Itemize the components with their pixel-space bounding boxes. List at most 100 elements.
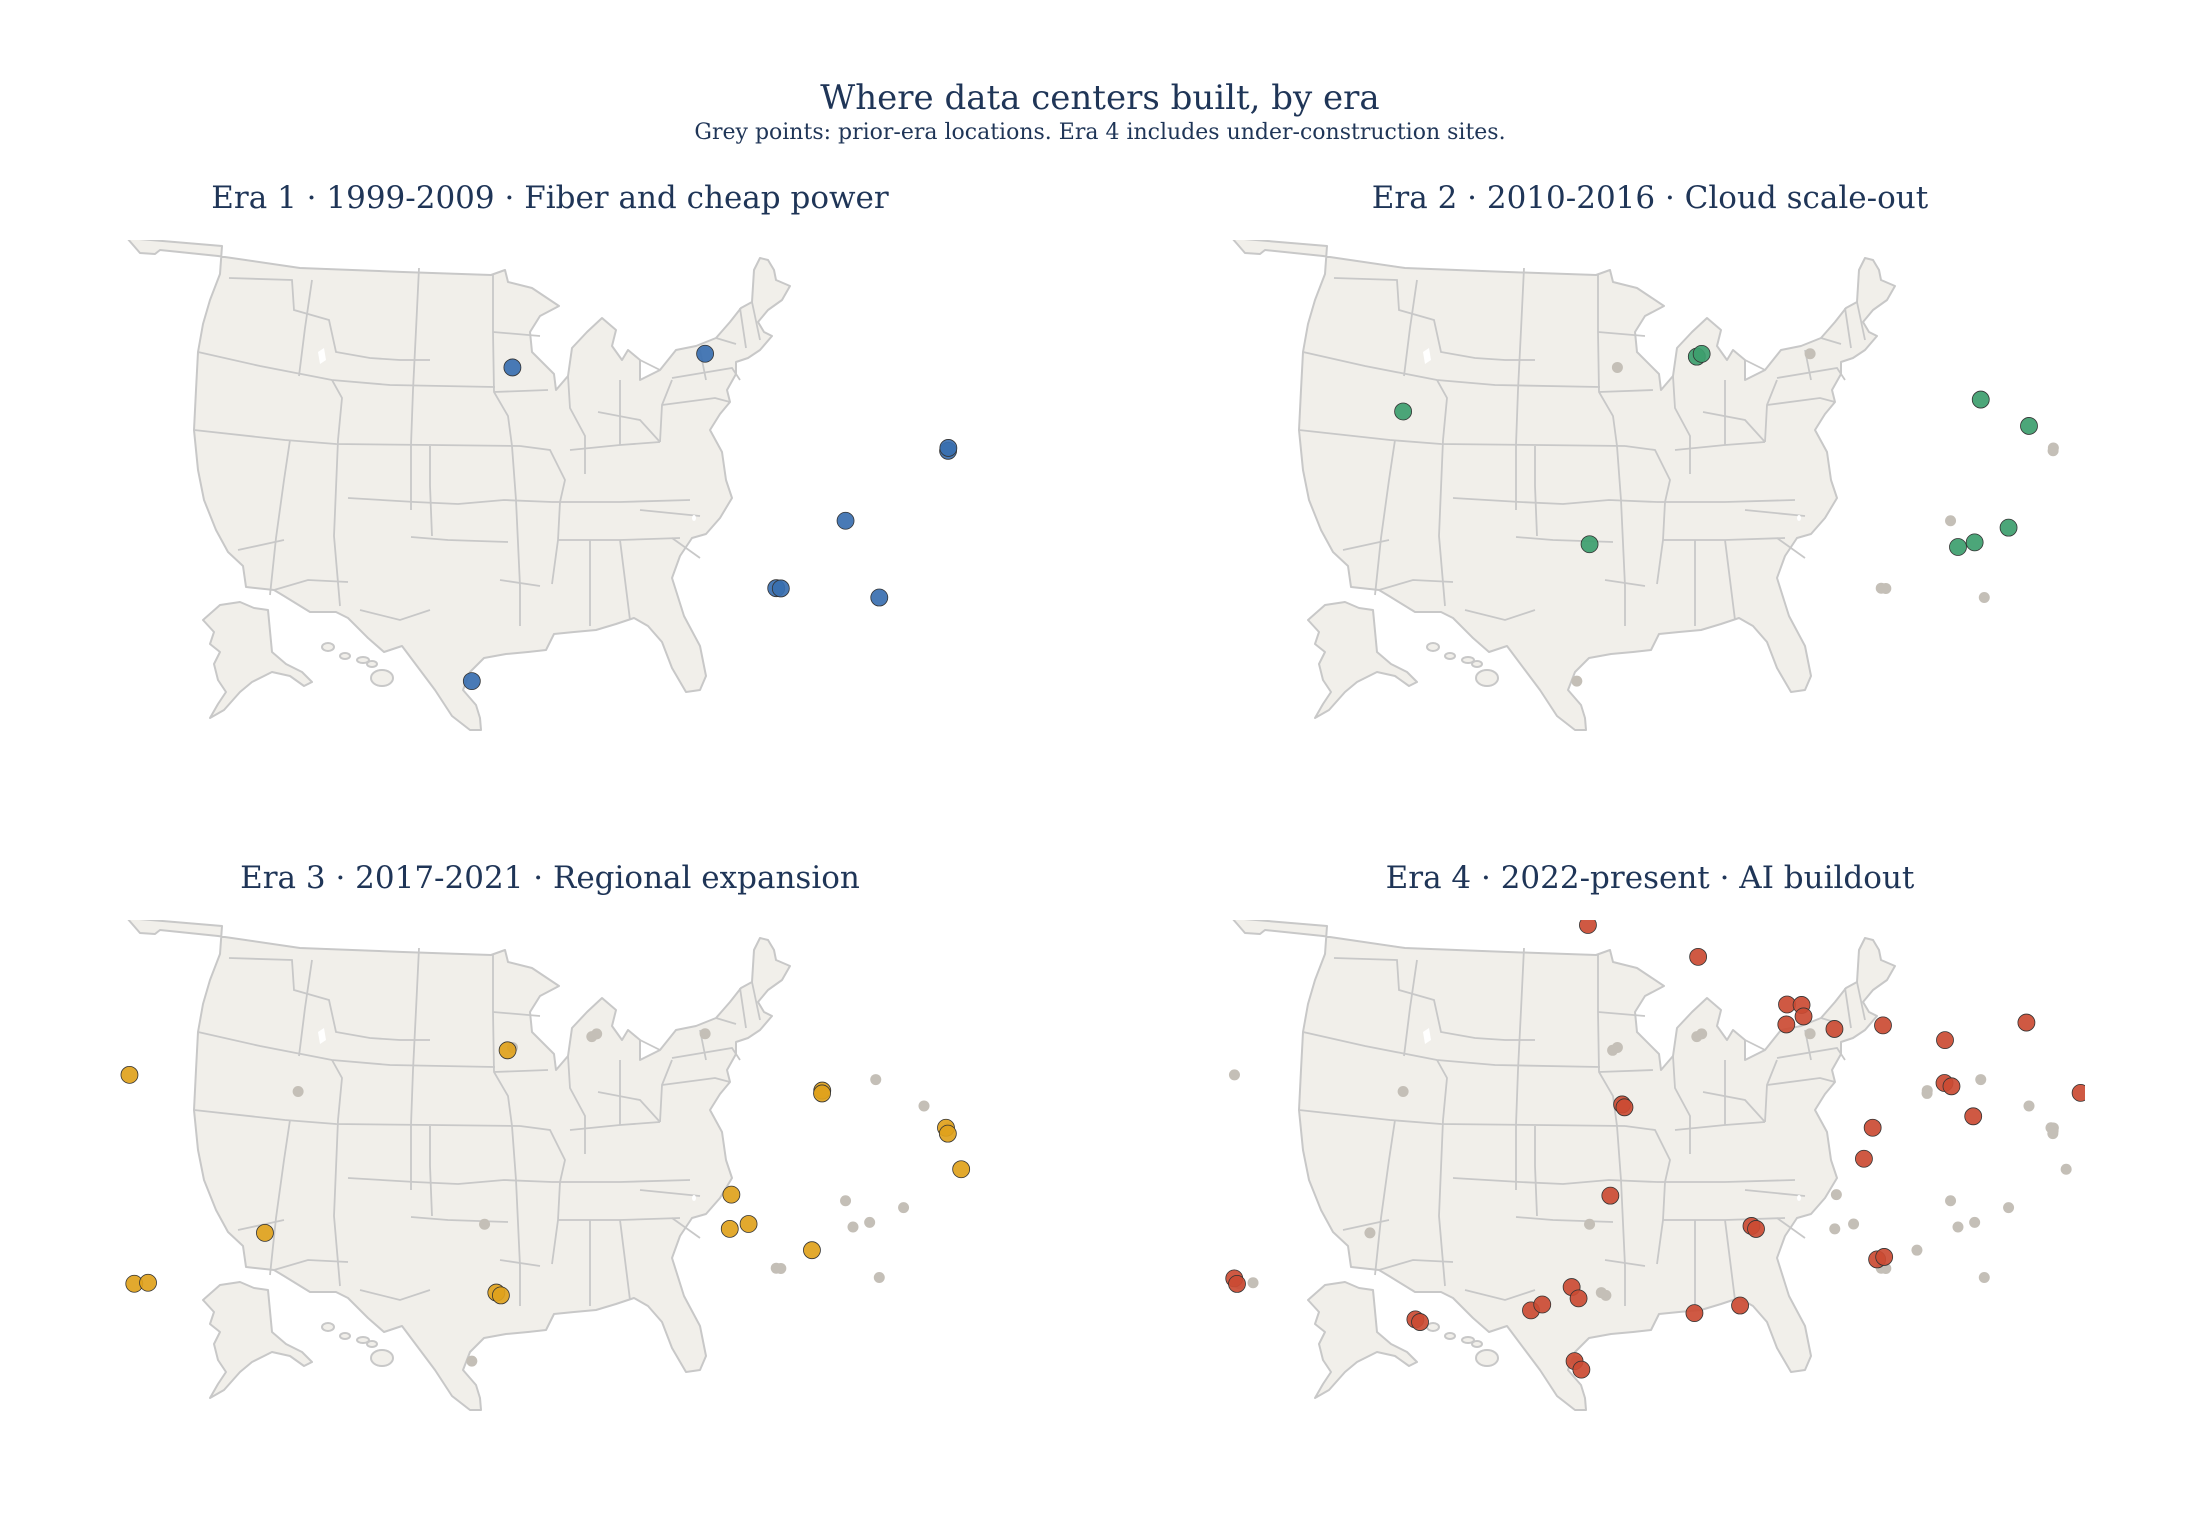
prior-site-point <box>1397 1085 1409 1097</box>
state-border <box>1776 367 1846 381</box>
state-border <box>237 539 285 551</box>
state-border <box>661 397 731 406</box>
site-point <box>1874 1016 1892 1035</box>
state-border <box>1724 539 1736 621</box>
site-point <box>1794 1007 1813 1026</box>
state-border <box>639 509 701 517</box>
site-point <box>491 1286 510 1305</box>
alaska-shape <box>202 1281 313 1399</box>
state-border <box>1744 509 1806 517</box>
state-border <box>739 987 747 1029</box>
state-border <box>1597 1011 1646 1017</box>
hawaii-island <box>321 642 335 652</box>
site-point <box>1692 344 1711 363</box>
site-point <box>1942 1077 1961 1096</box>
state-border <box>493 1069 549 1073</box>
hawaii-island <box>370 1349 394 1367</box>
state-border <box>619 1219 631 1301</box>
state-border <box>519 1125 566 1265</box>
state-border <box>410 947 420 1190</box>
site-point <box>803 1241 821 1260</box>
prior-site-point <box>591 1028 603 1040</box>
page-subtitle: Grey points: prior-era locations. Era 4 … <box>694 120 1506 145</box>
era-3-map <box>120 920 971 1411</box>
page-title: Where data centers built, by era <box>820 78 1380 118</box>
prior-site-point <box>466 1355 478 1367</box>
state-border <box>567 375 586 474</box>
site-point <box>1971 390 1990 409</box>
state-border <box>1672 375 1691 474</box>
alaska-shape <box>202 601 313 719</box>
site-point <box>1965 533 1984 552</box>
hawaii-island <box>366 660 378 668</box>
prior-site-point <box>1978 592 1990 604</box>
state-border <box>492 954 521 1306</box>
site-point <box>1572 1360 1591 1379</box>
site-point <box>2020 417 2038 435</box>
contiguous-us-shape <box>1232 240 1896 731</box>
state-border <box>751 981 761 1021</box>
site-point <box>498 1041 517 1060</box>
state-border <box>492 1011 541 1017</box>
site-point <box>503 358 522 377</box>
state-border <box>1342 1219 1390 1231</box>
great-salt-lake <box>318 348 326 364</box>
prior-site-point <box>1364 1227 1376 1239</box>
state-border <box>1744 1189 1806 1197</box>
state-border <box>1464 1289 1536 1301</box>
state-border <box>1844 987 1852 1029</box>
site-point <box>739 1215 758 1233</box>
state-border <box>1672 1055 1691 1154</box>
state-border <box>1744 1039 1766 1051</box>
site-point <box>952 1160 971 1179</box>
hawaii-island <box>1444 652 1456 660</box>
prior-site-point <box>1830 1189 1842 1201</box>
site-point <box>2071 1083 2085 1102</box>
state-border <box>1597 954 1626 1306</box>
state-border <box>1766 1077 1836 1086</box>
great-salt-lake <box>1423 348 1431 364</box>
state-border <box>269 1119 291 1276</box>
state-border <box>1534 446 1538 537</box>
hawaii-island <box>321 1322 335 1332</box>
state-border <box>273 579 349 591</box>
site-point <box>1825 1020 1844 1038</box>
prior-site-point <box>1247 1277 1259 1289</box>
site-point <box>696 344 715 363</box>
lake-okeechobee <box>1797 1195 1801 1201</box>
hawaii-island <box>1426 1322 1440 1332</box>
prior-site-point <box>1975 1074 1987 1086</box>
prior-site-point <box>2060 1163 2072 1175</box>
state-border <box>671 1047 741 1061</box>
site-point <box>1777 1015 1796 1034</box>
state-border <box>1604 1259 1646 1267</box>
contiguous-us-shape <box>127 920 791 1411</box>
prior-site-point <box>1945 1195 1957 1207</box>
hawaii-island <box>356 1336 370 1344</box>
prior-site-point <box>1696 1028 1708 1040</box>
state-border <box>671 1217 701 1239</box>
prior-site-point <box>2047 442 2059 454</box>
state-border <box>298 279 313 377</box>
state-border <box>499 579 541 587</box>
state-border <box>1657 499 1796 503</box>
prior-era-points <box>1228 1028 2072 1367</box>
state-border <box>499 1259 541 1267</box>
state-border <box>1342 539 1390 551</box>
state-border <box>1378 579 1454 591</box>
prior-site-point <box>898 1202 910 1214</box>
prior-site-point <box>1600 1289 1612 1301</box>
prior-site-point <box>1228 1069 1240 1081</box>
prior-site-point <box>775 1262 787 1274</box>
state-border <box>1598 1069 1654 1073</box>
hawaii-island <box>356 656 370 664</box>
site-point <box>1615 1098 1634 1117</box>
state-border <box>619 539 631 621</box>
era-1-title: Era 1 · 1999-2009 · Fiber and cheap powe… <box>211 180 889 216</box>
prior-era-points <box>292 1028 954 1367</box>
prior-site-point <box>1978 1272 1990 1284</box>
state-border <box>429 1126 433 1217</box>
state-border <box>1452 497 1658 505</box>
site-point <box>139 1273 157 1292</box>
state-border <box>519 445 566 585</box>
